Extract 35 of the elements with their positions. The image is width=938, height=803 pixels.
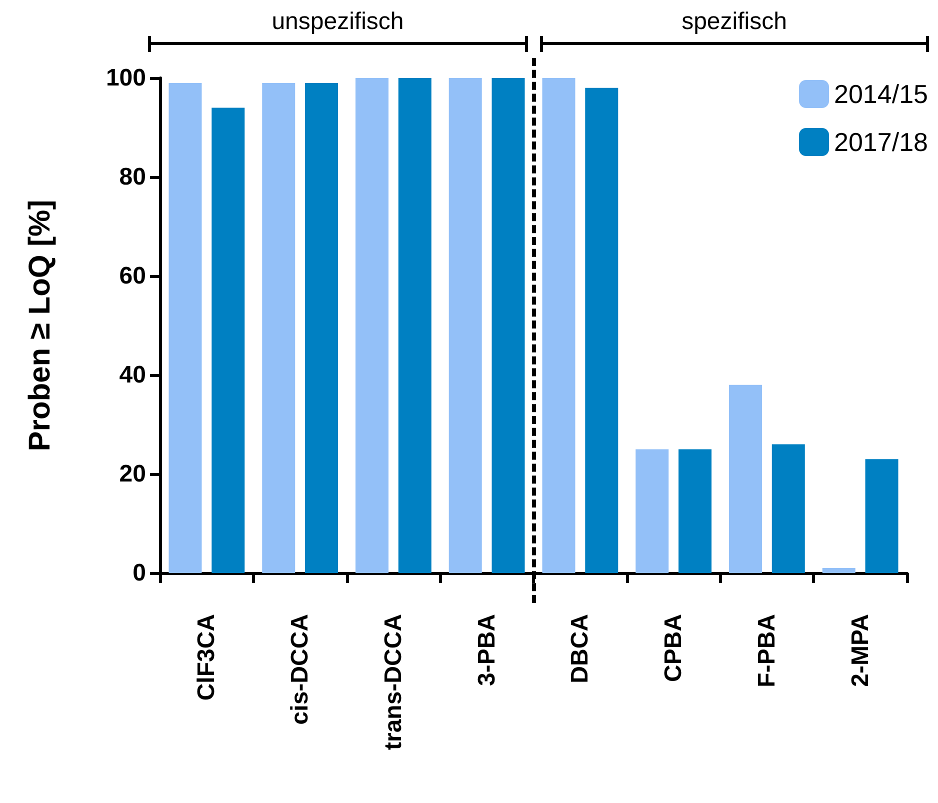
x-tick-label: 2-MPA <box>846 614 874 687</box>
bar <box>822 568 856 573</box>
bar <box>585 88 618 573</box>
bar <box>678 449 712 573</box>
bar <box>212 108 245 573</box>
y-tick-label: 40 <box>119 362 146 388</box>
bar <box>542 78 576 573</box>
x-tick-label: F-PBA <box>753 614 780 688</box>
bar <box>492 78 525 573</box>
y-tick-label: 60 <box>119 262 146 290</box>
bar <box>728 384 762 573</box>
bar <box>448 78 482 573</box>
bar <box>636 449 669 573</box>
x-tick-label: DBCA <box>566 614 594 684</box>
y-tick-label: 80 <box>119 164 146 190</box>
legend-label: 2017/18 <box>834 127 928 157</box>
text: spezifisch <box>680 8 788 36</box>
bar <box>168 82 202 573</box>
x-tick-label: 3-PBA <box>473 614 500 686</box>
bar <box>262 82 296 573</box>
y-tick-label: 0 <box>132 560 146 586</box>
legend-label: 2014/15 <box>834 79 928 109</box>
bar <box>305 82 338 573</box>
x-tick-label: trans-DCCA <box>380 614 407 750</box>
bar <box>865 459 898 573</box>
bar <box>772 444 805 573</box>
x-tick-label: CPBA <box>660 614 688 682</box>
text: unspezifisch <box>270 8 405 36</box>
x-tick-label: ClF3CA <box>193 614 220 701</box>
y-axis-title: Proben ≥ LoQ [%] <box>24 200 56 452</box>
y-tick-label: 20 <box>119 460 146 488</box>
x-tick-label: cis-DCCA <box>286 614 314 725</box>
y-tick-label: 100 <box>106 64 146 92</box>
bar <box>398 78 432 573</box>
bar <box>355 78 388 573</box>
